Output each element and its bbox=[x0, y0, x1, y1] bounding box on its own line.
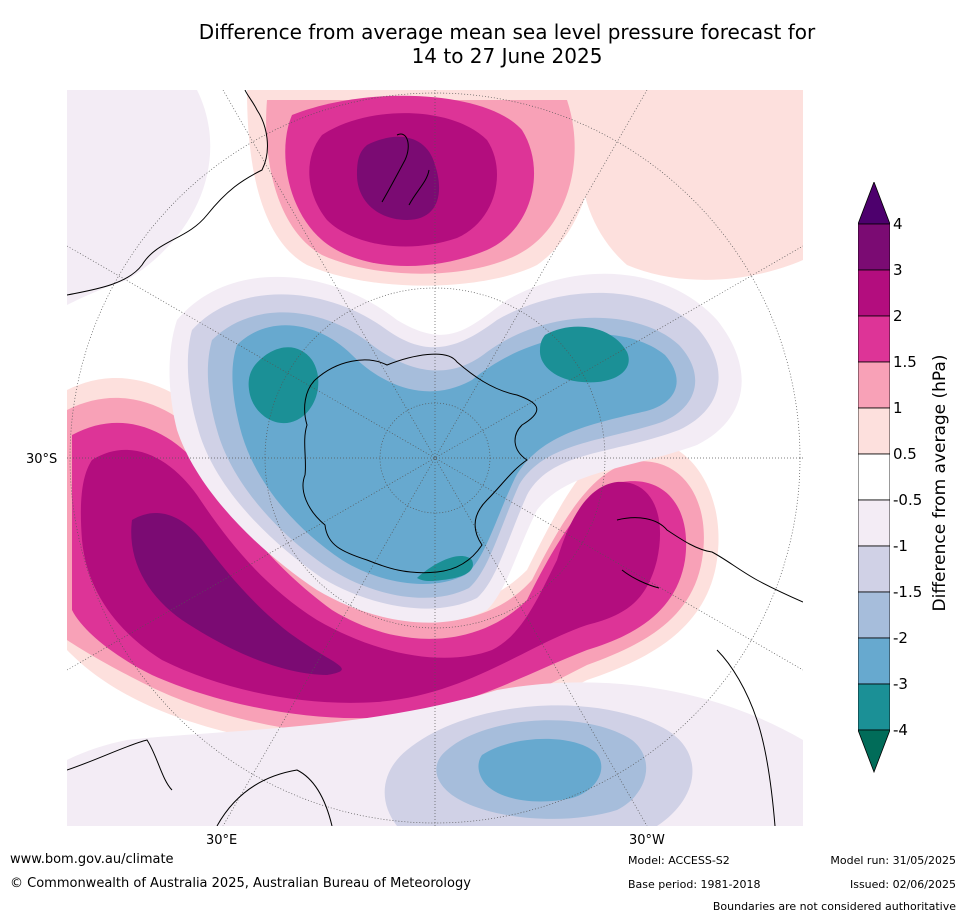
colorbar-tick-label: 0.5 bbox=[893, 445, 917, 463]
africa-east-coastline bbox=[716, 649, 776, 826]
colorbar-bin bbox=[858, 407, 890, 455]
anomaly-neg3-weddell bbox=[417, 556, 473, 582]
graticule bbox=[67, 90, 803, 826]
anomaly-pos3-arc bbox=[131, 512, 342, 675]
colorbar-bin bbox=[858, 223, 890, 271]
colorbar-tick-label: -3 bbox=[893, 675, 908, 693]
anomaly-pos3-nz bbox=[357, 136, 440, 220]
colorbar bbox=[858, 182, 890, 774]
disclaimer-text: Boundaries are not considered authoritat… bbox=[712, 900, 956, 913]
colorbar-tick-label: -1.5 bbox=[893, 583, 923, 601]
lon-label-30w: 30°W bbox=[629, 833, 665, 848]
anomaly-pos05-northeast bbox=[579, 90, 803, 280]
colorbar-tick-label: 2 bbox=[893, 307, 903, 325]
australia-coastline bbox=[67, 90, 268, 296]
africa-coastline bbox=[67, 739, 333, 826]
colorbar-bin bbox=[858, 545, 890, 593]
colorbar-tick-label: -4 bbox=[893, 721, 908, 739]
colorbar-bin bbox=[858, 361, 890, 409]
colorbar-tick-label: 4 bbox=[893, 215, 903, 233]
colorbar-tick-label: 3 bbox=[893, 261, 903, 279]
pressure-anomaly-map bbox=[67, 90, 803, 826]
colorbar-tick-label: -0.5 bbox=[893, 491, 923, 509]
colorbar-bin bbox=[858, 591, 890, 639]
lon-label-30e: 30°E bbox=[206, 833, 238, 848]
map-title: Difference from average mean sea level p… bbox=[67, 20, 947, 68]
colorbar-tick-label: -2 bbox=[893, 629, 908, 647]
map-svg bbox=[67, 90, 803, 826]
title-line-2: 14 to 27 June 2025 bbox=[411, 44, 603, 68]
colorbar-tick-label: 1 bbox=[893, 399, 903, 417]
anomaly-neg05-northwest bbox=[67, 90, 211, 305]
copyright-text: © Commonwealth of Australia 2025, Austra… bbox=[10, 876, 471, 891]
new-zealand-coastline bbox=[381, 133, 430, 206]
colorbar-bin bbox=[858, 453, 890, 501]
model-run-text: Model run: 31/05/2025 bbox=[830, 854, 956, 867]
anomaly-neg3-east bbox=[539, 326, 629, 383]
title-line-1: Difference from average mean sea level p… bbox=[198, 20, 816, 44]
colorbar-bin bbox=[858, 269, 890, 317]
lat-label-30s: 30°S bbox=[26, 452, 58, 467]
colorbar-bin bbox=[858, 499, 890, 547]
anomaly-neg3-west bbox=[248, 347, 319, 424]
colorbar-bin bbox=[858, 637, 890, 685]
anomaly-neg2-south bbox=[478, 738, 602, 802]
colorbar-bin bbox=[858, 315, 890, 363]
colorbar-tick-label: 1.5 bbox=[893, 353, 917, 371]
issued-text: Issued: 02/06/2025 bbox=[849, 878, 956, 891]
antarctica-coastline bbox=[302, 353, 538, 574]
base-period-text: Base period: 1981-2018 bbox=[628, 878, 761, 891]
colorbar-over-arrow bbox=[858, 182, 890, 225]
website-link[interactable]: www.bom.gov.au/climate bbox=[10, 852, 174, 867]
colorbar-under-arrow bbox=[858, 729, 890, 774]
model-text: Model: ACCESS-S2 bbox=[628, 854, 730, 867]
anomaly-neg2-antarctica bbox=[232, 325, 677, 585]
south-america-coastline bbox=[616, 517, 803, 603]
colorbar-title: Difference from average (hPa) bbox=[930, 354, 950, 612]
colorbar-bin bbox=[858, 683, 890, 731]
coastlines bbox=[67, 90, 803, 826]
colorbar-tick-label: -1 bbox=[893, 537, 908, 555]
